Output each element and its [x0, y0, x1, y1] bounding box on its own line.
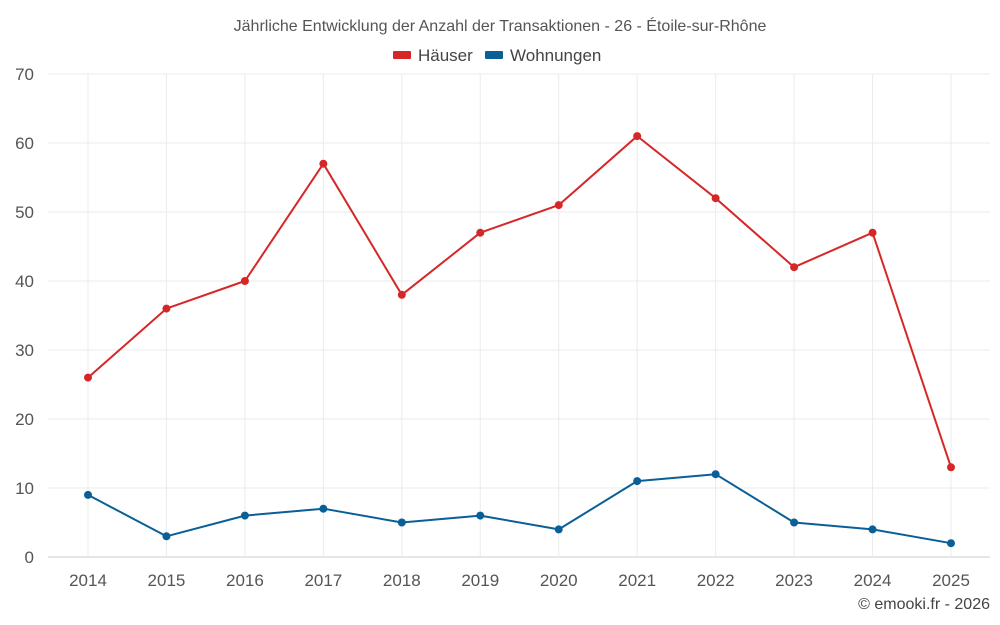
point-Häuser-2019[interactable] — [476, 228, 485, 237]
y-tick-label-50: 50 — [15, 203, 34, 222]
legend-label-wohnungen[interactable]: Wohnungen — [510, 46, 601, 65]
x-tick-label-2017: 2017 — [304, 571, 342, 590]
y-tick-label-10: 10 — [15, 479, 34, 498]
x-tick-label-2024: 2024 — [854, 571, 892, 590]
point-Häuser-2020[interactable] — [554, 201, 563, 210]
point-Häuser-2016[interactable] — [240, 277, 249, 285]
point-Häuser-2017[interactable] — [319, 159, 328, 168]
legend[interactable]: Häuser Wohnungen — [393, 46, 601, 65]
x-tick-label-2020: 2020 — [540, 571, 578, 590]
point-Häuser-2015[interactable] — [162, 304, 171, 313]
y-tick-label-70: 70 — [15, 65, 34, 84]
point-Wohnungen-2018[interactable] — [397, 518, 406, 527]
point-Häuser-2025[interactable] — [947, 463, 955, 472]
y-tick-label-20: 20 — [15, 410, 34, 429]
x-tick-label-2015: 2015 — [148, 571, 186, 590]
y-tick-label-30: 30 — [15, 341, 34, 360]
x-tick-label-2014: 2014 — [69, 571, 107, 590]
point-Häuser-2024[interactable] — [868, 228, 877, 237]
point-Wohnungen-2021[interactable] — [633, 477, 642, 486]
point-Wohnungen-2015[interactable] — [162, 532, 171, 541]
x-tick-label-2018: 2018 — [383, 571, 421, 590]
point-Wohnungen-2016[interactable] — [240, 511, 249, 520]
y-axis-ticks: 0 10 20 30 40 50 60 70 — [15, 65, 34, 567]
point-Wohnungen-2020[interactable] — [554, 525, 563, 534]
x-tick-label-2021: 2021 — [618, 571, 656, 590]
x-axis-ticks: 2014 2015 2016 2017 2018 2019 2020 2021 2022 2023… — [69, 571, 970, 590]
series-line-Wohnungen — [87, 473, 952, 545]
series-points[interactable] — [84, 132, 955, 548]
legend-swatch-wohnungen — [485, 51, 503, 59]
point-Wohnungen-2017[interactable] — [319, 504, 328, 513]
chart-title: Jährliche Entwicklung der Anzahl der Tra… — [234, 16, 767, 35]
x-tick-label-2023: 2023 — [775, 571, 813, 590]
x-tick-label-2025: 2025 — [932, 571, 970, 590]
x-tick-label-2016: 2016 — [226, 571, 264, 590]
point-Häuser-2022[interactable] — [711, 194, 720, 203]
point-Häuser-2014[interactable] — [84, 373, 92, 382]
point-Wohnungen-2023[interactable] — [790, 518, 799, 527]
point-Wohnungen-2014[interactable] — [84, 490, 92, 499]
series-lines — [87, 135, 952, 545]
x-tick-label-2019: 2019 — [461, 571, 499, 590]
point-Häuser-2021[interactable] — [633, 132, 642, 141]
y-tick-label-40: 40 — [15, 272, 34, 291]
y-tick-label-60: 60 — [15, 134, 34, 153]
legend-swatch-haeuser — [393, 51, 411, 59]
credit-text: © emooki.fr - 2026 — [858, 596, 990, 613]
point-Häuser-2023[interactable] — [790, 263, 799, 272]
y-tick-label-0: 0 — [25, 548, 34, 567]
legend-label-haeuser[interactable]: Häuser — [418, 46, 473, 65]
point-Wohnungen-2024[interactable] — [868, 525, 877, 534]
point-Häuser-2018[interactable] — [397, 290, 406, 299]
point-Wohnungen-2019[interactable] — [476, 511, 485, 520]
series-line-Häuser — [87, 135, 952, 468]
grid — [48, 73, 990, 558]
point-Wohnungen-2022[interactable] — [711, 470, 720, 479]
point-Wohnungen-2025[interactable] — [947, 539, 955, 548]
x-tick-label-2022: 2022 — [697, 571, 735, 590]
